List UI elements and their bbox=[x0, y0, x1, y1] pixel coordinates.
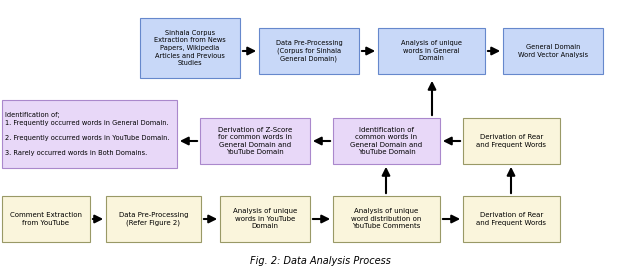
FancyBboxPatch shape bbox=[140, 18, 240, 78]
FancyBboxPatch shape bbox=[503, 28, 603, 74]
Text: Derivation of Rear
and Frequent Words: Derivation of Rear and Frequent Words bbox=[477, 212, 547, 226]
FancyBboxPatch shape bbox=[220, 196, 310, 242]
Text: Data Pre-Processing
(Refer Figure 2): Data Pre-Processing (Refer Figure 2) bbox=[119, 212, 188, 226]
FancyBboxPatch shape bbox=[259, 28, 359, 74]
Text: Derivation of Rear
and Frequent Words: Derivation of Rear and Frequent Words bbox=[477, 134, 547, 148]
Text: Identification of
common words in
General Domain and
YouTube Domain: Identification of common words in Genera… bbox=[351, 127, 422, 155]
FancyBboxPatch shape bbox=[378, 28, 485, 74]
FancyBboxPatch shape bbox=[106, 196, 201, 242]
Text: Sinhala Corpus
Extraction from News
Papers, Wikipedia
Articles and Previous
Stud: Sinhala Corpus Extraction from News Pape… bbox=[154, 30, 226, 66]
Text: Analysis of unique
word distribution on
YouTube Comments: Analysis of unique word distribution on … bbox=[351, 209, 422, 230]
Text: Comment Extraction
from YouTube: Comment Extraction from YouTube bbox=[10, 212, 82, 226]
FancyBboxPatch shape bbox=[2, 100, 177, 168]
Text: Identification of;
1. Frequently occurred words in General Domain.

2. Frequentl: Identification of; 1. Frequently occurre… bbox=[5, 112, 170, 156]
Text: Data Pre-Processing
(Corpus for Sinhala
General Domain): Data Pre-Processing (Corpus for Sinhala … bbox=[276, 40, 342, 62]
FancyBboxPatch shape bbox=[200, 118, 310, 164]
FancyBboxPatch shape bbox=[463, 196, 560, 242]
FancyBboxPatch shape bbox=[463, 118, 560, 164]
FancyBboxPatch shape bbox=[333, 118, 440, 164]
FancyBboxPatch shape bbox=[2, 196, 90, 242]
Text: Fig. 2: Data Analysis Process: Fig. 2: Data Analysis Process bbox=[250, 256, 390, 266]
FancyBboxPatch shape bbox=[333, 196, 440, 242]
Text: Analysis of unique
words in General
Domain: Analysis of unique words in General Doma… bbox=[401, 41, 462, 61]
Text: Derivation of Z-Score
for common words in
General Domain and
YouTube Domain: Derivation of Z-Score for common words i… bbox=[218, 127, 292, 155]
Text: Analysis of unique
words in YouTube
Domain: Analysis of unique words in YouTube Doma… bbox=[233, 209, 297, 230]
Text: General Domain
Word Vector Analysis: General Domain Word Vector Analysis bbox=[518, 44, 588, 58]
